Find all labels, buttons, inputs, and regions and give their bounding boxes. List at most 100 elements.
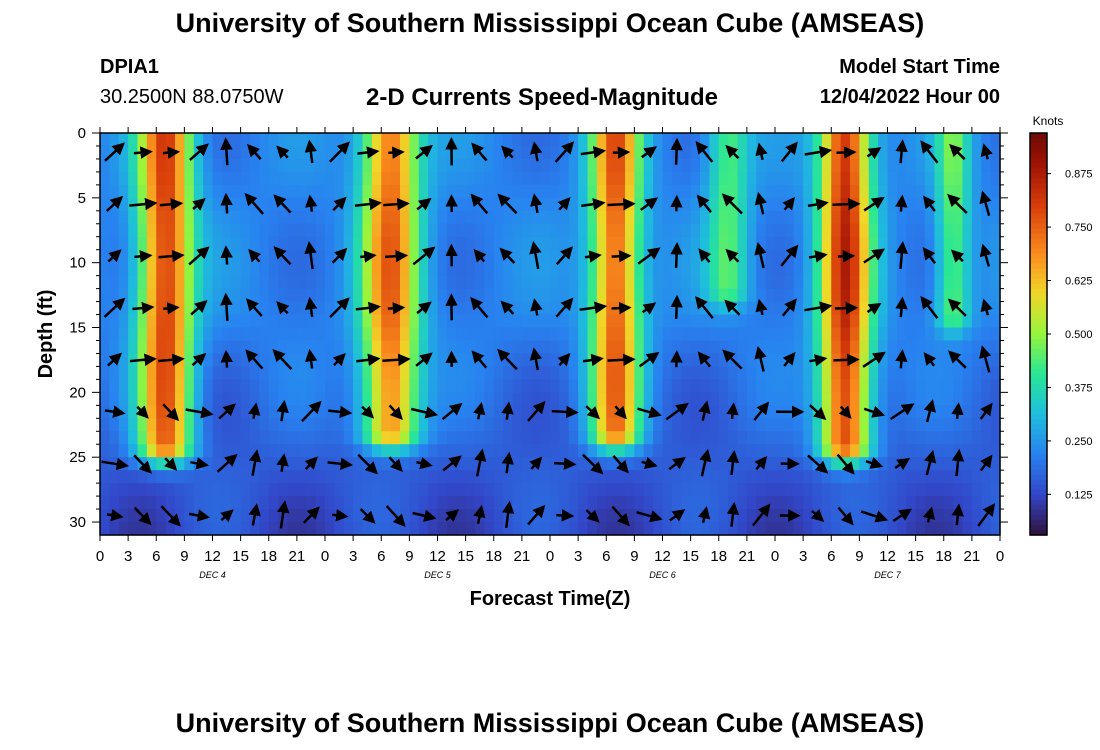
heatmap-cell	[325, 145, 335, 160]
heatmap-cell	[587, 236, 598, 251]
heatmap-cell	[578, 133, 589, 147]
heatmap-cell	[934, 133, 945, 147]
heatmap-cell	[193, 444, 204, 458]
heatmap-cell	[259, 171, 270, 186]
heatmap-cell	[550, 262, 560, 277]
heatmap-cell	[400, 340, 410, 355]
heatmap-cell	[381, 418, 392, 432]
heatmap-cell	[437, 366, 448, 380]
heatmap-cell	[990, 158, 1001, 173]
heatmap-cell	[371, 314, 382, 329]
heatmap-cell	[962, 158, 973, 173]
heatmap-cell	[775, 340, 785, 355]
heatmap-cell	[709, 483, 720, 497]
heatmap-cell	[681, 158, 692, 173]
heatmap-cell	[793, 418, 804, 432]
heatmap-cell	[915, 262, 926, 277]
heatmap-cell	[990, 457, 1001, 471]
heatmap-cell	[943, 314, 954, 329]
heatmap-cell	[484, 483, 495, 497]
current-arrow	[670, 242, 683, 268]
heatmap-cell	[428, 301, 439, 316]
heatmap-cell	[381, 496, 392, 510]
heatmap-cell	[878, 158, 889, 173]
heatmap-cell	[100, 431, 110, 445]
heatmap-cell	[409, 184, 420, 199]
colorbar-segment	[1030, 138, 1047, 144]
heatmap-cell	[268, 444, 279, 458]
current-arrow	[670, 137, 683, 165]
heatmap-cell	[334, 210, 345, 225]
heatmap-cell	[962, 288, 973, 303]
heatmap-cell	[906, 444, 917, 458]
current-arrow	[301, 400, 322, 422]
heatmap-cell	[671, 418, 682, 432]
heatmap-cell	[915, 288, 926, 303]
heatmap-cell	[371, 405, 382, 419]
heatmap-cell	[709, 262, 720, 277]
heatmap-cell	[925, 418, 935, 432]
heatmap-cell	[437, 457, 448, 471]
heatmap-cell	[512, 327, 523, 342]
current-arrow	[979, 345, 992, 373]
heatmap-cell	[175, 418, 185, 432]
heatmap-cell	[100, 470, 110, 484]
heatmap-cell	[418, 366, 429, 380]
heatmap-cell	[371, 288, 382, 303]
current-arrow	[276, 145, 290, 159]
heatmap-cell	[521, 418, 532, 432]
heatmap-cell	[212, 275, 223, 290]
heatmap-cell	[765, 249, 776, 264]
heatmap-cell	[821, 249, 832, 264]
heatmap-cell	[690, 431, 701, 445]
heatmap-cell	[446, 314, 457, 329]
heatmap-cell	[559, 210, 570, 225]
heatmap-cell	[606, 171, 617, 186]
heatmap-cell	[587, 366, 598, 380]
heatmap-cell	[512, 314, 523, 329]
heatmap-cell	[146, 210, 157, 225]
colorbar-segment	[1030, 193, 1047, 199]
heatmap-cell	[700, 133, 710, 147]
heatmap-cell	[718, 392, 729, 406]
heatmap-cell	[296, 353, 307, 368]
heatmap-cell	[521, 392, 532, 406]
heatmap-cell	[165, 262, 176, 277]
heatmap-cell	[746, 133, 757, 147]
heatmap-cell	[296, 249, 307, 264]
heatmap-cell	[175, 405, 185, 419]
heatmap-cell	[690, 275, 701, 290]
heatmap-cell	[615, 275, 626, 290]
heatmap-cell	[850, 405, 860, 419]
heatmap-cell	[400, 275, 410, 290]
heatmap-cell	[896, 392, 907, 406]
heatmap-cell	[606, 392, 617, 406]
heatmap-cell	[587, 444, 598, 458]
heatmap-cell	[325, 340, 335, 355]
heatmap-cell	[521, 340, 532, 355]
current-arrow	[305, 194, 318, 212]
heatmap-cell	[362, 483, 373, 497]
heatmap-cell	[756, 236, 767, 251]
heatmap-cell	[925, 158, 935, 173]
heatmap-cell	[615, 483, 626, 497]
heatmap-cell	[512, 444, 523, 458]
heatmap-cell	[718, 366, 729, 380]
heatmap-cell	[943, 145, 954, 160]
current-arrow	[584, 250, 602, 263]
heatmap-cell	[887, 470, 898, 484]
heatmap-cell	[784, 496, 795, 510]
heatmap-cell	[925, 379, 935, 393]
heatmap-cell	[381, 327, 392, 342]
heatmap-cell	[465, 262, 476, 277]
heatmap-cell	[840, 133, 851, 147]
heatmap-cell	[831, 405, 842, 419]
heatmap-cell	[925, 171, 935, 186]
current-arrow	[892, 508, 912, 523]
heatmap-cell	[400, 145, 410, 160]
heatmap-cell	[531, 210, 542, 225]
heatmap-cell	[165, 522, 176, 536]
heatmap-cell	[437, 171, 448, 186]
heatmap-cell	[850, 431, 860, 445]
heatmap-cell	[728, 327, 739, 342]
